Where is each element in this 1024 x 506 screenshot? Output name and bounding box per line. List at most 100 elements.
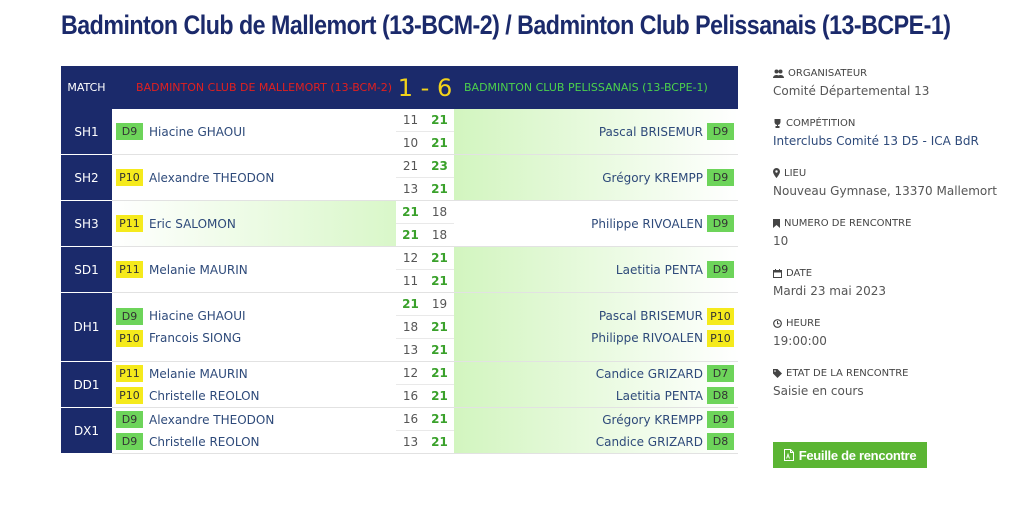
date-value: Mardi 23 mai 2023 xyxy=(773,284,887,298)
match-list: SH1 D9 Hiacine GHAOUI 11 21 10 21 Pascal BRISEM… xyxy=(61,109,738,454)
header-team1-name[interactable]: BADMINTON CLUB DE MALLEMORT (13-BCM-2) xyxy=(136,81,392,94)
player-rank-badge: P11 xyxy=(116,261,143,278)
player-name-link[interactable]: Pascal BRISEMUR xyxy=(598,124,703,139)
player-name-link[interactable]: Grégory KREMPP xyxy=(602,170,703,185)
team2-players: Laetitia PENTA D9 xyxy=(454,246,738,293)
team2-players: Grégory KREMPP D9 Candice GRIZARD D8 xyxy=(454,407,738,454)
header-match-label: MATCH xyxy=(67,81,106,94)
team2-players: Grégory KREMPP D9 xyxy=(454,154,738,201)
player-name-link[interactable]: Laetitia PENTA xyxy=(615,262,703,277)
player-entry: D9 Hiacine GHAOUI xyxy=(112,121,396,143)
team2-set-score: 21 xyxy=(431,136,448,150)
pdf-file-icon xyxy=(783,449,794,461)
trophy-icon xyxy=(774,118,781,128)
team2-set-score: 21 xyxy=(431,412,448,426)
table-row: SH2 P10 Alexandre THEODON 21 23 13 21 Grégory K… xyxy=(61,154,738,201)
player-rank-badge: P10 xyxy=(116,169,143,186)
player-name-link[interactable]: Philippe RIVOALEN xyxy=(591,216,703,231)
map-marker-icon xyxy=(773,168,780,178)
player-name-link[interactable]: Candice GRIZARD xyxy=(595,366,703,381)
player-entry: Laetitia PENTA D8 xyxy=(454,385,738,407)
player-name-link[interactable]: Laetitia PENTA xyxy=(615,388,703,403)
player-name-link[interactable]: Candice GRIZARD xyxy=(595,434,703,449)
set-score-row: 21 18 xyxy=(396,224,454,246)
calendar-icon xyxy=(773,268,782,278)
set-score-row: 16 21 xyxy=(396,385,454,407)
team1-players: P11 Melanie MAURIN P10 Christelle REOLON xyxy=(112,361,396,408)
match-code: SD1 xyxy=(61,246,112,293)
heure-label: HEURE xyxy=(786,317,821,329)
match-code: SH3 xyxy=(61,200,112,247)
team1-set-score: 16 xyxy=(402,412,419,426)
heure-value: 19:00:00 xyxy=(773,334,827,348)
player-name-link[interactable]: Melanie MAURIN xyxy=(149,366,248,381)
player-entry: Grégory KREMPP D9 xyxy=(454,409,738,431)
header-team2-name[interactable]: BADMINTON CLUB PELISSANAIS (13-BCPE-1) xyxy=(464,81,708,94)
team1-set-score: 12 xyxy=(402,251,419,265)
match-code: SH2 xyxy=(61,154,112,201)
team1-players: D9 Hiacine GHAOUI P10 Francois SIONG xyxy=(112,292,396,362)
competition-link[interactable]: Interclubs Comité 13 D5 - ICA BdR xyxy=(773,134,979,148)
player-rank-badge: D8 xyxy=(707,433,734,450)
player-entry: P10 Christelle REOLON xyxy=(112,385,396,407)
player-name-link[interactable]: Grégory KREMPP xyxy=(602,412,703,427)
team1-set-score: 21 xyxy=(402,159,419,173)
player-name-link[interactable]: Alexandre THEODON xyxy=(149,170,275,185)
set-scores: 12 21 11 21 xyxy=(396,246,454,293)
set-scores: 21 19 18 21 13 21 xyxy=(396,292,454,362)
player-rank-badge: P10 xyxy=(116,329,143,347)
team2-set-score: 19 xyxy=(431,297,448,311)
match-table: MATCH BADMINTON CLUB DE MALLEMORT (13-BC… xyxy=(61,66,738,454)
match-code: DD1 xyxy=(61,361,112,408)
team1-set-score: 10 xyxy=(402,136,419,150)
lieu-value: Nouveau Gymnase, 13370 Mallemort xyxy=(773,184,997,198)
set-score-row: 12 21 xyxy=(396,247,454,270)
match-sheet-button[interactable]: Feuille de rencontre xyxy=(773,442,927,468)
table-row: SH3 P11 Eric SALOMON 21 18 21 18 Philippe RIVOA… xyxy=(61,200,738,247)
set-score-row: 18 21 xyxy=(396,316,454,339)
player-entry: D9 Hiacine GHAOUI xyxy=(112,305,396,327)
set-scores: 16 21 13 21 xyxy=(396,407,454,454)
info-etat: ETAT DE LA RENCONTRE Saisie en cours xyxy=(773,366,1013,398)
team2-set-score: 21 xyxy=(431,274,448,288)
player-entry: D9 Alexandre THEODON xyxy=(112,409,396,431)
player-name-link[interactable]: Pascal BRISEMUR xyxy=(598,309,703,323)
player-name-link[interactable]: Philippe RIVOALEN xyxy=(591,331,703,345)
player-name-link[interactable]: Eric SALOMON xyxy=(149,216,236,231)
player-name-link[interactable]: Christelle REOLON xyxy=(149,434,260,449)
player-name-link[interactable]: Melanie MAURIN xyxy=(149,262,248,277)
player-entry: P10 Alexandre THEODON xyxy=(112,167,396,189)
player-entry: Pascal BRISEMUR P10 xyxy=(454,305,738,327)
player-name-link[interactable]: Alexandre THEODON xyxy=(149,412,275,427)
player-rank-badge: D8 xyxy=(707,387,734,404)
match-sheet-label: Feuille de rencontre xyxy=(798,447,917,463)
users-icon xyxy=(773,69,784,78)
team1-set-score: 12 xyxy=(402,366,419,380)
player-name-link[interactable]: Hiacine GHAOUI xyxy=(149,124,246,139)
team2-players: Pascal BRISEMUR D9 xyxy=(454,109,738,155)
table-header: MATCH BADMINTON CLUB DE MALLEMORT (13-BC… xyxy=(61,66,738,109)
set-score-row: 11 21 xyxy=(396,270,454,292)
player-entry: Philippe RIVOALEN D9 xyxy=(454,213,738,235)
player-rank-badge: D7 xyxy=(707,365,734,382)
team2-set-score: 23 xyxy=(431,159,448,173)
player-name-link[interactable]: Christelle REOLON xyxy=(149,388,260,403)
player-entry: P10 Francois SIONG xyxy=(112,327,396,349)
player-rank-badge: P10 xyxy=(707,307,734,325)
player-rank-badge: P10 xyxy=(116,387,143,404)
player-name-link[interactable]: Hiacine GHAOUI xyxy=(149,309,246,323)
table-row: DX1 D9 Alexandre THEODON D9 Christelle REOLO… xyxy=(61,407,738,454)
team2-set-score: 18 xyxy=(431,205,448,219)
team2-players: Pascal BRISEMUR P10 Philippe RIVOALEN P10 xyxy=(454,292,738,362)
team2-set-score: 21 xyxy=(431,366,448,380)
set-score-row: 21 23 xyxy=(396,155,454,178)
player-entry: Candice GRIZARD D7 xyxy=(454,363,738,385)
team1-set-score: 21 xyxy=(402,205,419,219)
player-name-link[interactable]: Francois SIONG xyxy=(149,331,242,345)
info-sidebar: ORGANISATEUR Comité Départemental 13 COM… xyxy=(773,66,1013,416)
info-competition: COMPÉTITION Interclubs Comité 13 D5 - IC… xyxy=(773,116,1013,149)
team1-set-score: 18 xyxy=(402,320,419,334)
info-date: DATE Mardi 23 mai 2023 xyxy=(773,266,1013,298)
team2-set-score: 21 xyxy=(431,182,448,196)
set-scores: 21 18 21 18 xyxy=(396,200,454,247)
